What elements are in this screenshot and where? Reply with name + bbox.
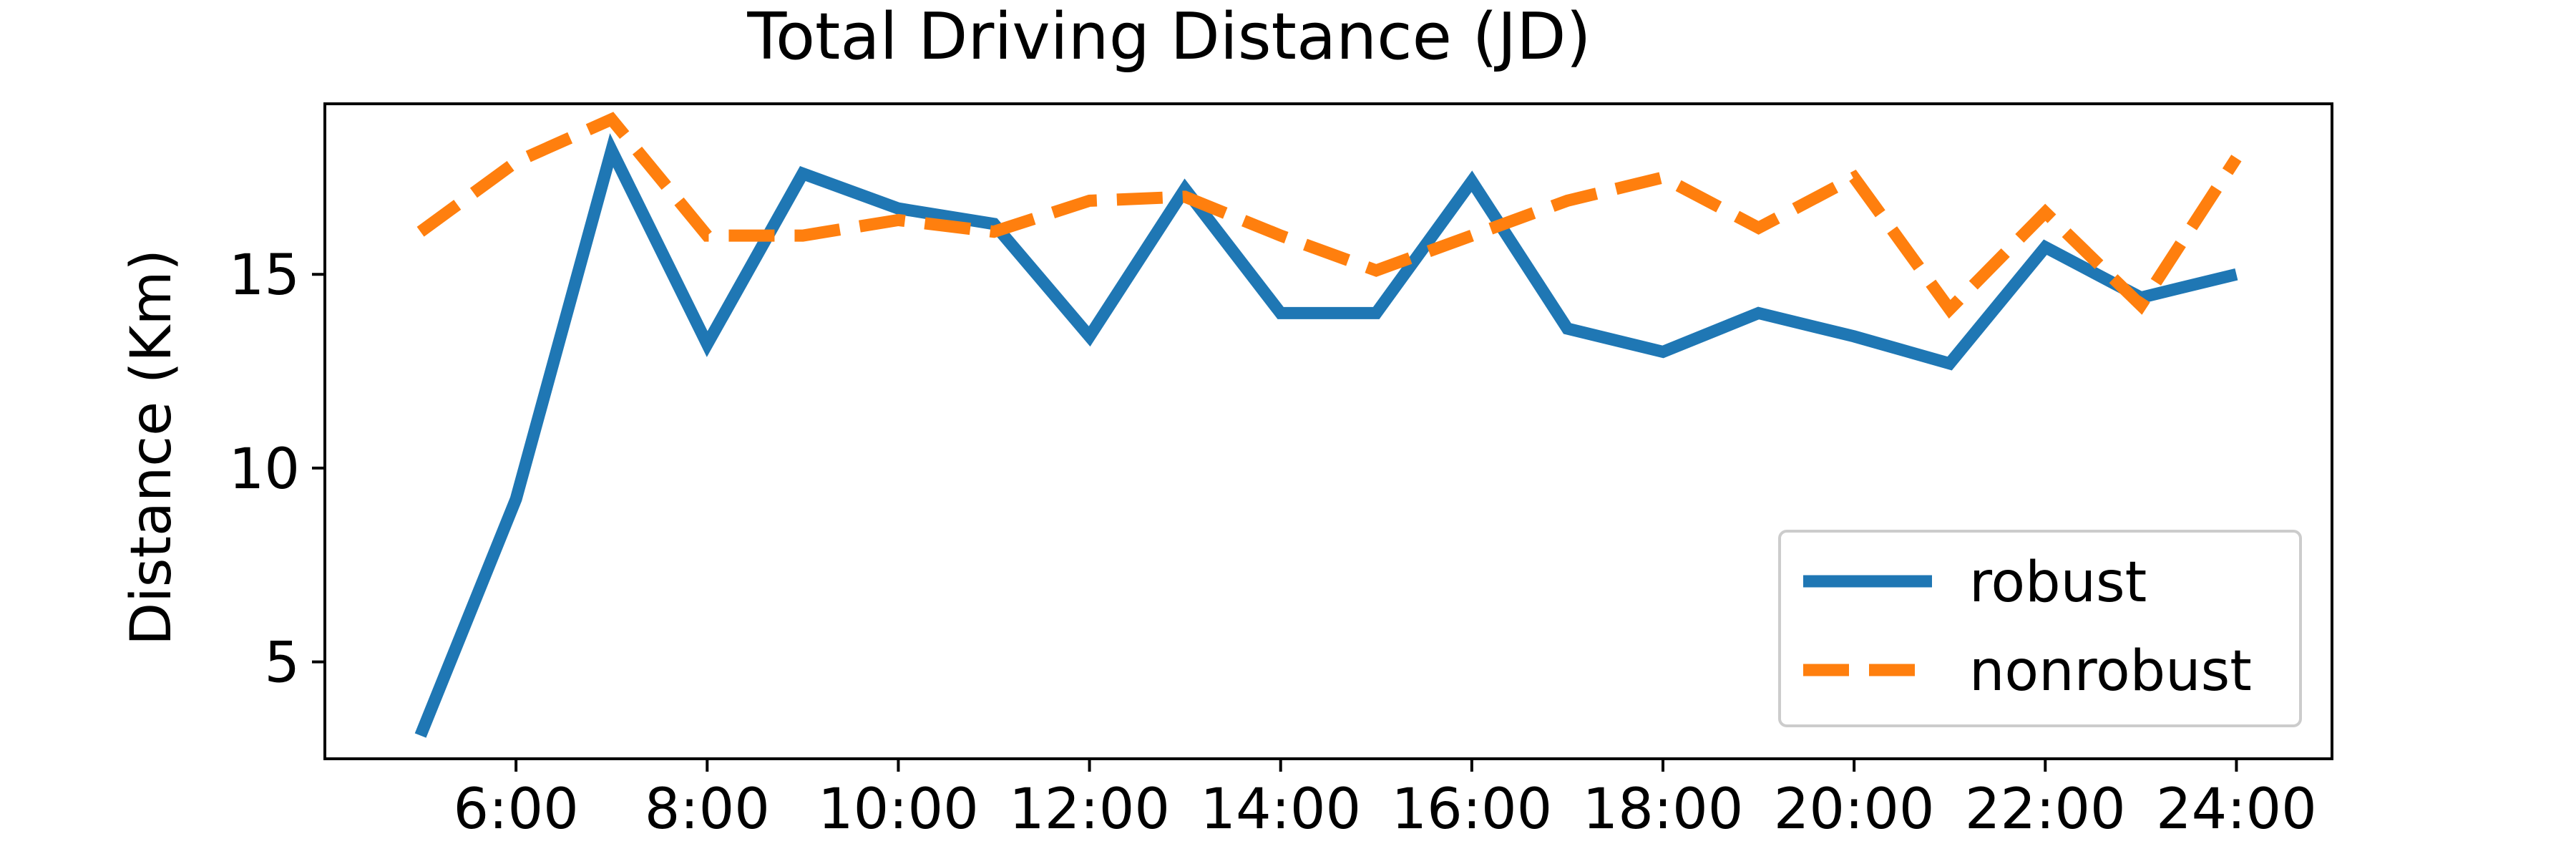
legend: robust nonrobust <box>1778 530 2302 727</box>
series-line-nonrobust <box>416 112 2242 319</box>
x-tick-label: 8:00 <box>645 777 770 842</box>
series-line-robust <box>414 133 2238 738</box>
x-tick-label: 16:00 <box>1391 777 1552 842</box>
y-tick-label: 15 <box>229 243 300 308</box>
x-tick-label: 20:00 <box>1774 777 1935 842</box>
y-axis-label: Distance (Km) <box>119 249 184 646</box>
y-tick-label: 5 <box>264 631 300 696</box>
x-tick-label: 18:00 <box>1583 777 1744 842</box>
x-tick-label: 10:00 <box>818 777 979 842</box>
x-tick-label: 6:00 <box>454 777 579 842</box>
legend-label-robust: robust <box>1969 550 2147 615</box>
y-tick-label: 10 <box>229 437 300 502</box>
chart-title: Total Driving Distance (JD) <box>746 0 1591 74</box>
legend-label-nonrobust: nonrobust <box>1969 639 2252 704</box>
axes-frame <box>323 102 2333 760</box>
x-tick-label: 22:00 <box>1965 777 2126 842</box>
x-tick-label: 12:00 <box>1009 777 1170 842</box>
x-tick-label: 14:00 <box>1200 777 1361 842</box>
x-tick-label: 24:00 <box>2156 777 2317 842</box>
plot-area <box>414 112 2242 738</box>
